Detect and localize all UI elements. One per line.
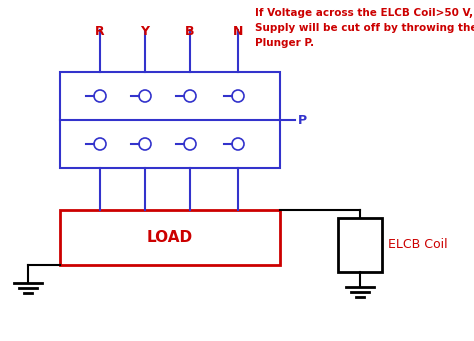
Text: P: P xyxy=(298,114,307,127)
Text: LOAD: LOAD xyxy=(147,230,193,245)
Text: Y: Y xyxy=(140,25,149,38)
Text: N: N xyxy=(233,25,243,38)
Text: ELCB Coil: ELCB Coil xyxy=(388,238,447,252)
Bar xyxy=(60,72,280,168)
Text: R: R xyxy=(95,25,105,38)
Text: B: B xyxy=(185,25,195,38)
Bar xyxy=(338,218,382,272)
Bar xyxy=(60,210,280,265)
Text: If Voltage across the ELCB Coil>50 V,
Supply will be cut off by throwing the
Plu: If Voltage across the ELCB Coil>50 V, Su… xyxy=(255,8,474,48)
